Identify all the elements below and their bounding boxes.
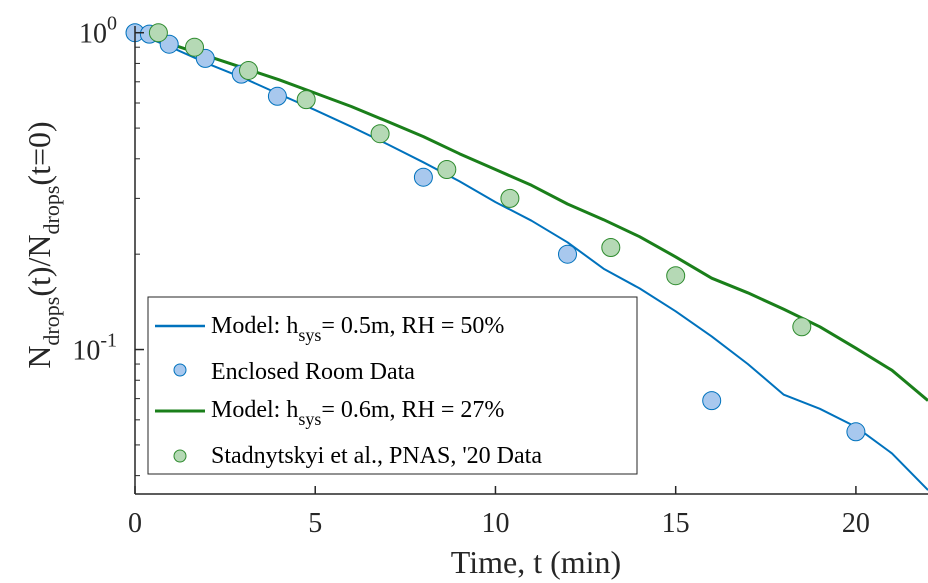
legend-label-model-050: Model: hsys= 0.5m, RH = 50%: [211, 313, 504, 345]
series-line-2: [134, 31, 928, 402]
data-point-series-3: [601, 238, 621, 257]
data-point-series-3: [500, 188, 520, 208]
x-tick-label: 15: [662, 508, 690, 539]
legend-swatch-enclosed-room: [173, 363, 187, 377]
data-point-series-3: [792, 317, 812, 337]
data-point-series-3: [666, 266, 686, 286]
data-point-series-3: [370, 124, 390, 144]
legend-label-enclosed-room: Enclosed Room Data: [211, 359, 415, 385]
data-point-series-1: [267, 86, 287, 106]
x-tick-label: 5: [308, 508, 322, 539]
data-point-series-3: [239, 61, 258, 80]
x-tick-label: 0: [128, 508, 142, 539]
x-ticks: 0 5 10 15 20: [128, 486, 870, 539]
y-ticks: 100 10-1: [72, 13, 144, 477]
data-point-series-3: [148, 23, 168, 43]
data-point-series-1: [846, 422, 866, 442]
series-line-0: [134, 31, 928, 491]
legend-swatch-stadnytskyi: [173, 449, 187, 463]
legend-label-model-060: Model: hsys= 0.6m, RH = 27%: [211, 397, 504, 429]
legend-box: [147, 296, 638, 475]
data-point-series-1: [413, 167, 433, 187]
y-axis-label: Ndrops(t)/Ndrops(t=0): [21, 121, 64, 368]
x-tick-label: 10: [481, 508, 509, 539]
legend: Model: hsys= 0.5m, RH = 50% Enclosed Roo…: [147, 296, 638, 475]
x-tick-label: 20: [842, 508, 870, 539]
plot-area: [125, 23, 928, 491]
data-point-series-3: [296, 90, 316, 110]
x-axis-label: Time, t (min): [451, 544, 621, 580]
data-point-series-1: [558, 244, 577, 264]
data-point-series-1: [702, 391, 722, 411]
data-point-series-3: [437, 160, 457, 179]
y-tick-label: 10-1: [72, 330, 117, 367]
legend-label-stadnytskyi: Stadnytskyi et al., PNAS, '20 Data: [211, 443, 542, 469]
y-tick-label: 100: [79, 13, 117, 50]
data-point-series-3: [185, 37, 204, 57]
